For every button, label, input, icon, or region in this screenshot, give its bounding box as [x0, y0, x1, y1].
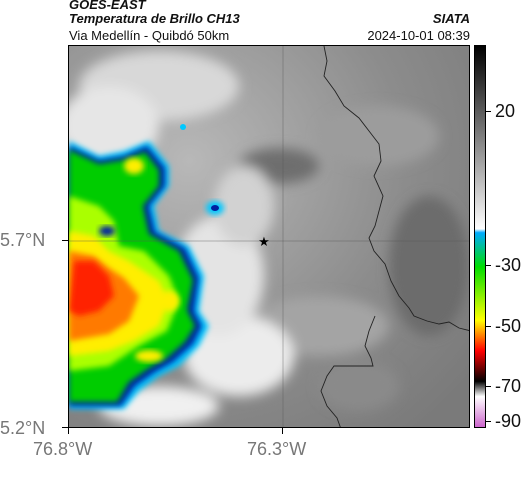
product-title: Temperatura de Brillo CH13: [69, 11, 240, 26]
colorbar-label: -70: [495, 376, 522, 396]
lon-label-left: 76.8°W: [33, 439, 93, 459]
org-name: SIATA: [432, 11, 470, 26]
colorbar-tick: [486, 421, 491, 422]
colorbar-tick: [486, 386, 491, 387]
lat-label-upper: 5.7°N: [0, 230, 46, 250]
colorbar-label: -90: [495, 411, 522, 431]
satellite-name: GOES-EAST: [69, 0, 146, 12]
lon-tick-76.8: [68, 428, 69, 434]
lat-label-lower: 5.2°N: [0, 418, 46, 438]
datetime-label: 2024-10-01 08:39: [367, 28, 470, 43]
lat-tick-5.2: [62, 427, 68, 428]
colorbar-tick: [486, 265, 491, 266]
lon-label-right: 76.3°W: [247, 439, 307, 459]
map-canvas: ★: [69, 46, 469, 427]
department-border-south: [320, 315, 376, 427]
colorbar: [474, 45, 486, 428]
colorbar-tick: [486, 326, 491, 327]
colorbar-label: 20: [495, 101, 516, 121]
storm-cell: [69, 124, 224, 409]
star-icon[interactable]: ★: [258, 235, 270, 250]
lat-tick-5.7: [62, 240, 68, 241]
lon-tick-76.3: [282, 428, 283, 434]
colorbar-label: -50: [495, 316, 522, 336]
satellite-map[interactable]: ★: [68, 45, 470, 428]
colorbar-label: -30: [495, 255, 522, 275]
department-border: [323, 46, 469, 331]
colorbar-tick: [486, 111, 491, 112]
location-subtitle: Via Medellín - Quibdó 50km: [69, 28, 230, 43]
